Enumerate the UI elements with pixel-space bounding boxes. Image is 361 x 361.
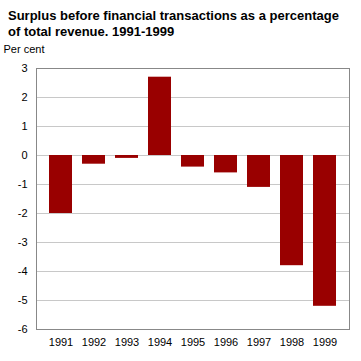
svg-text:-5: -5 <box>18 294 28 306</box>
svg-text:1996: 1996 <box>214 336 238 348</box>
svg-text:-2: -2 <box>18 207 28 219</box>
svg-text:-4: -4 <box>18 265 28 277</box>
svg-text:-1: -1 <box>18 178 28 190</box>
svg-text:1992: 1992 <box>82 336 106 348</box>
svg-text:1999: 1999 <box>313 336 337 348</box>
svg-text:1997: 1997 <box>247 336 271 348</box>
svg-text:0: 0 <box>21 149 27 161</box>
svg-text:1: 1 <box>21 120 27 132</box>
svg-text:Per cent: Per cent <box>4 43 45 55</box>
svg-text:2: 2 <box>21 91 27 103</box>
svg-text:-6: -6 <box>18 323 28 335</box>
svg-text:1991: 1991 <box>49 336 73 348</box>
svg-text:1993: 1993 <box>115 336 139 348</box>
svg-text:1998: 1998 <box>280 336 304 348</box>
svg-text:1994: 1994 <box>148 336 172 348</box>
html-text:Surplus before financial trans: Surplus before financial transactions as… <box>8 8 339 39</box>
svg-text:3: 3 <box>21 62 27 74</box>
svg-text:-3: -3 <box>18 236 28 248</box>
svg-text:1995: 1995 <box>181 336 205 348</box>
